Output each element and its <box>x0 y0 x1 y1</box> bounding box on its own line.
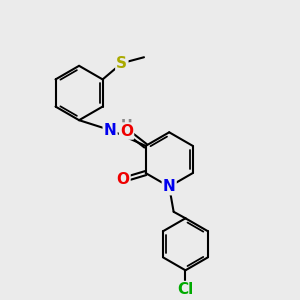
Text: S: S <box>116 56 127 70</box>
Text: N: N <box>104 123 116 138</box>
Text: H: H <box>121 118 133 132</box>
Text: N: N <box>163 179 175 194</box>
Text: O: O <box>120 124 133 139</box>
Text: O: O <box>116 172 130 188</box>
Text: Cl: Cl <box>177 282 194 297</box>
